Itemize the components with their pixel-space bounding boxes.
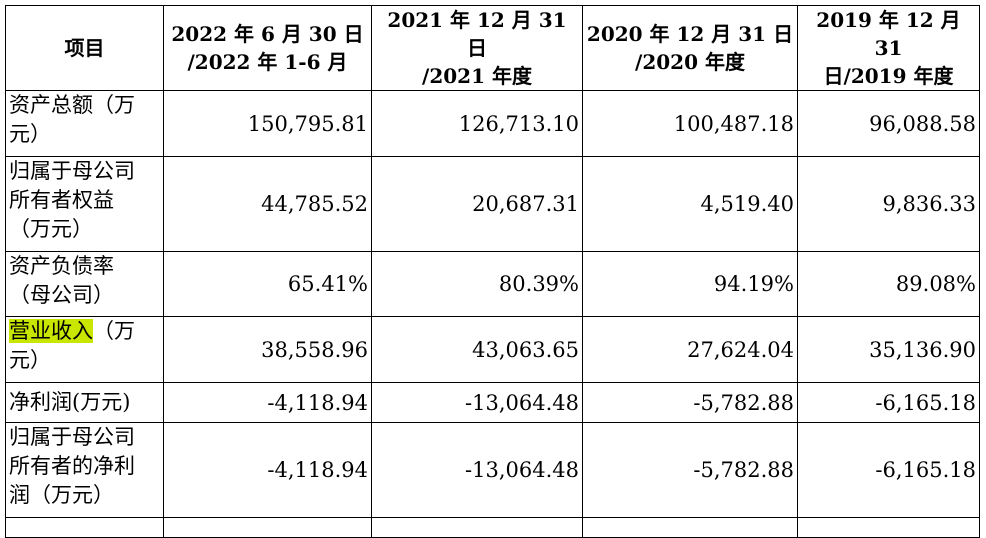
row-label: 营业收入（万 元）: [5, 316, 164, 383]
table-row: 资产负债率 （母公司） 65.41% 80.39% 94.19% 89.08%: [5, 251, 980, 317]
cell-2019: 35,136.90: [797, 316, 980, 383]
cell-2019: 9,836.33: [797, 156, 980, 252]
header-2020: 2020 年 12 月 31 日/2020 年度: [582, 5, 798, 91]
cell-2022: 38,558.96: [163, 316, 372, 383]
table-row: 资产总额（万 元） 150,795.81 126,713.10 100,487.1…: [5, 90, 980, 157]
cell-2020: -5,782.88: [582, 422, 798, 518]
empty-cell: [371, 517, 583, 538]
header-row: 项目 2022 年 6 月 30 日/2022 年 1-6 月 2021 年 1…: [5, 5, 980, 91]
cell-2021: -13,064.48: [371, 422, 583, 518]
header-2021: 2021 年 12 月 31 日/2021 年度: [371, 5, 583, 91]
table-row: 归属于母公司 所有者的净利 润（万元） -4,118.94 -13,064.48 -…: [5, 422, 980, 518]
cell-2022: 44,785.52: [163, 156, 372, 252]
cell-2021: 126,713.10: [371, 90, 583, 157]
cell-2021: 80.39%: [371, 251, 583, 317]
table-row: 净利润(万元) -4,118.94 -13,064.48 -5,782.88 -…: [5, 382, 980, 423]
table-row: 营业收入（万 元） 38,558.96 43,063.65 27,624.04 3…: [5, 316, 980, 383]
row-label: 归属于母公司 所有者权益 （万元）: [5, 156, 164, 252]
highlighted-text: 营业收入: [9, 319, 93, 343]
cell-2019: 96,088.58: [797, 90, 980, 157]
cell-2020: 4,519.40: [582, 156, 798, 252]
header-2022: 2022 年 6 月 30 日/2022 年 1-6 月: [163, 5, 372, 91]
financial-summary-table: 项目 2022 年 6 月 30 日/2022 年 1-6 月 2021 年 1…: [5, 5, 980, 538]
row-label: 净利润(万元): [5, 382, 164, 423]
row-label: 资产负债率 （母公司）: [5, 251, 164, 317]
table-row: 归属于母公司 所有者权益 （万元） 44,785.52 20,687.31 4,51…: [5, 156, 980, 252]
empty-cell: [5, 517, 164, 538]
cell-2022: 150,795.81: [163, 90, 372, 157]
cell-2020: -5,782.88: [582, 382, 798, 423]
cell-2022: 65.41%: [163, 251, 372, 317]
empty-cell: [797, 517, 980, 538]
row-label: 资产总额（万 元）: [5, 90, 164, 157]
cell-2022: -4,118.94: [163, 422, 372, 518]
row-label: 归属于母公司 所有者的净利 润（万元）: [5, 422, 164, 518]
header-2019: 2019 年 12 月 31 日/2019 年度: [797, 5, 980, 91]
cell-2020: 27,624.04: [582, 316, 798, 383]
header-item: 项目: [5, 5, 164, 91]
cell-2021: 20,687.31: [371, 156, 583, 252]
cell-2019: -6,165.18: [797, 382, 980, 423]
cell-2021: -13,064.48: [371, 382, 583, 423]
cell-2020: 94.19%: [582, 251, 798, 317]
empty-cell: [582, 517, 798, 538]
empty-cell: [163, 517, 372, 538]
table-row-partial: [5, 517, 980, 538]
cell-2019: -6,165.18: [797, 422, 980, 518]
cell-2021: 43,063.65: [371, 316, 583, 383]
cell-2020: 100,487.18: [582, 90, 798, 157]
cell-2019: 89.08%: [797, 251, 980, 317]
cell-2022: -4,118.94: [163, 382, 372, 423]
